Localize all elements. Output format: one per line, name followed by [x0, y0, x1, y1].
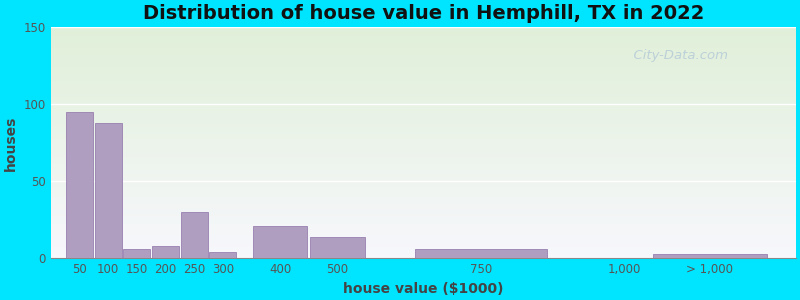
Bar — [253, 226, 307, 258]
Bar — [414, 249, 546, 258]
Bar — [181, 212, 207, 258]
Bar — [653, 254, 767, 258]
Bar — [66, 112, 93, 258]
X-axis label: house value ($1000): house value ($1000) — [343, 282, 503, 296]
Bar — [310, 237, 365, 258]
Bar — [210, 252, 236, 258]
Bar — [94, 123, 122, 258]
Title: Distribution of house value in Hemphill, TX in 2022: Distribution of house value in Hemphill,… — [142, 4, 704, 23]
Bar — [123, 249, 150, 258]
Y-axis label: houses: houses — [4, 115, 18, 171]
Bar — [152, 246, 179, 258]
Text: City-Data.com: City-Data.com — [625, 49, 728, 62]
